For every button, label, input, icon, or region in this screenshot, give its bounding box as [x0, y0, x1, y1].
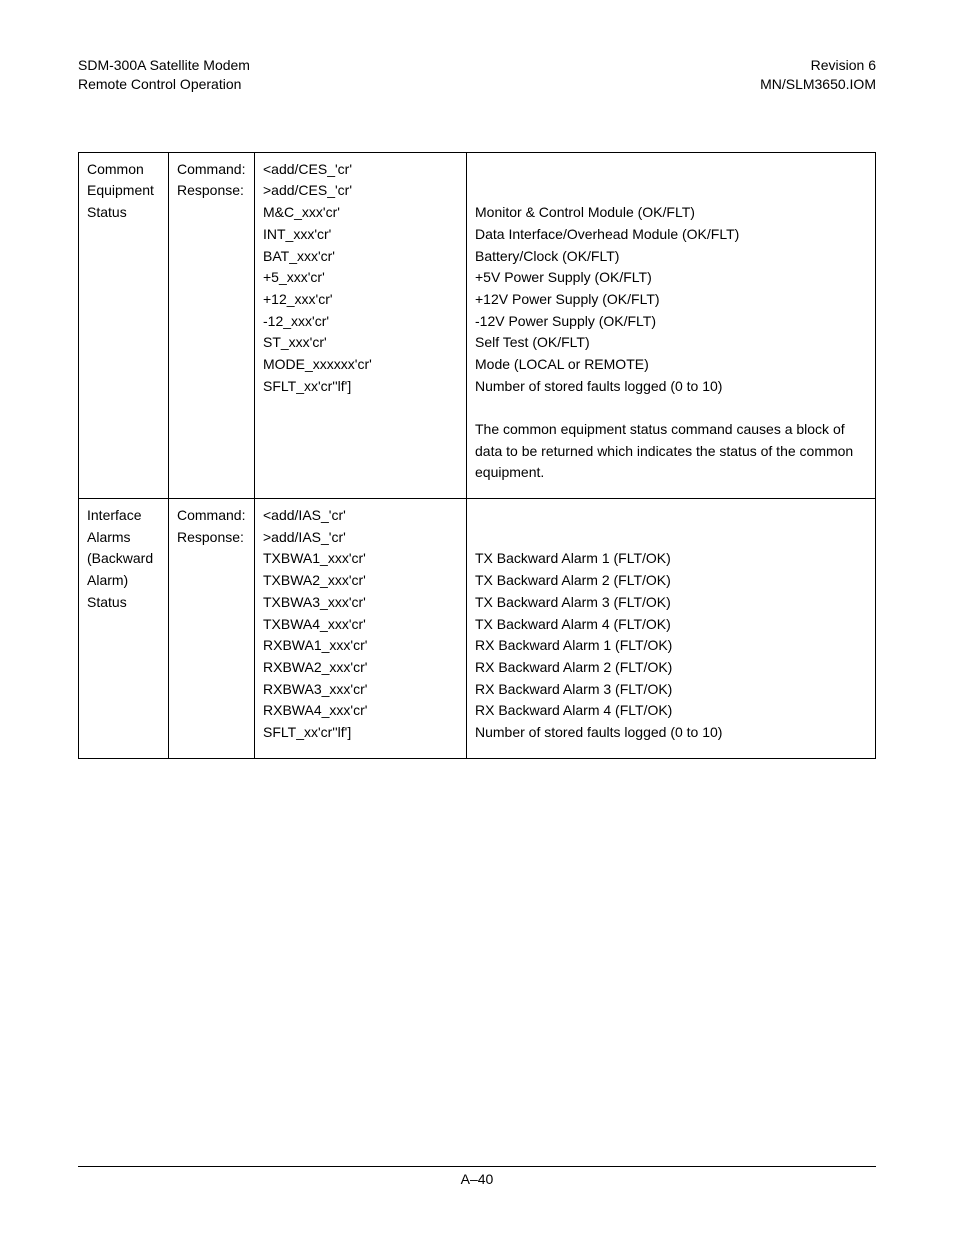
desc-line: TX Backward Alarm 3 (FLT/OK) — [475, 592, 867, 614]
code-line: SFLT_xx'cr''lf'] — [263, 722, 458, 744]
code-line: +12_xxx'cr' — [263, 289, 458, 311]
code-line: RXBWA4_xxx'cr' — [263, 700, 458, 722]
desc-line: -12V Power Supply (OK/FLT) — [475, 311, 867, 333]
row-name: Common Equipment Status — [87, 161, 154, 220]
desc-line: Monitor & Control Module (OK/FLT) — [475, 202, 867, 224]
code-line: -12_xxx'cr' — [263, 311, 458, 333]
desc-line — [475, 527, 867, 549]
response-label: Response: — [177, 527, 246, 549]
code-line: INT_xxx'cr' — [263, 224, 458, 246]
code-line: TXBWA4_xxx'cr' — [263, 614, 458, 636]
row-desc-cell: TX Backward Alarm 1 (FLT/OK) TX Backward… — [467, 499, 876, 759]
table-body: Common Equipment Status Command: Respons… — [79, 152, 876, 758]
desc-line — [475, 180, 867, 202]
code-line: TXBWA1_xxx'cr' — [263, 548, 458, 570]
code-line: ST_xxx'cr' — [263, 332, 458, 354]
code-line: >add/IAS_'cr' — [263, 527, 458, 549]
command-label: Command: — [177, 505, 246, 527]
table-row: Interface Alarms (Backward Alarm) Status… — [79, 499, 876, 759]
page-header: SDM-300A Satellite Modem Remote Control … — [78, 56, 876, 94]
header-right-line1: Revision 6 — [811, 57, 876, 73]
desc-line: TX Backward Alarm 4 (FLT/OK) — [475, 614, 867, 636]
desc-line: +12V Power Supply (OK/FLT) — [475, 289, 867, 311]
desc-line: TX Backward Alarm 2 (FLT/OK) — [475, 570, 867, 592]
header-left-line2: Remote Control Operation — [78, 76, 241, 92]
desc-line: RX Backward Alarm 3 (FLT/OK) — [475, 679, 867, 701]
code-line: TXBWA3_xxx'cr' — [263, 592, 458, 614]
desc-line: RX Backward Alarm 4 (FLT/OK) — [475, 700, 867, 722]
code-line: BAT_xxx'cr' — [263, 246, 458, 268]
table-row: Common Equipment Status Command: Respons… — [79, 152, 876, 498]
row-desc-cell: Monitor & Control Module (OK/FLT) Data I… — [467, 152, 876, 498]
code-line: TXBWA2_xxx'cr' — [263, 570, 458, 592]
row-name: Interface Alarms (Backward Alarm) Status — [87, 507, 153, 610]
desc-line: RX Backward Alarm 1 (FLT/OK) — [475, 635, 867, 657]
desc-line: Self Test (OK/FLT) — [475, 332, 867, 354]
header-left-line1: SDM-300A Satellite Modem — [78, 57, 250, 73]
desc-line: +5V Power Supply (OK/FLT) — [475, 267, 867, 289]
code-line: <add/IAS_'cr' — [263, 505, 458, 527]
page: SDM-300A Satellite Modem Remote Control … — [0, 0, 954, 1235]
blank-line — [475, 397, 867, 419]
row-name-cell: Common Equipment Status — [79, 152, 169, 498]
code-line: RXBWA1_xxx'cr' — [263, 635, 458, 657]
desc-line: Number of stored faults logged (0 to 10) — [475, 376, 867, 398]
desc-line: Mode (LOCAL or REMOTE) — [475, 354, 867, 376]
row-name-cell: Interface Alarms (Backward Alarm) Status — [79, 499, 169, 759]
row-label-cell: Command: Response: — [169, 499, 255, 759]
response-label: Response: — [177, 180, 246, 202]
command-table: Common Equipment Status Command: Respons… — [78, 152, 876, 759]
desc-line: RX Backward Alarm 2 (FLT/OK) — [475, 657, 867, 679]
code-line: +5_xxx'cr' — [263, 267, 458, 289]
code-line: RXBWA3_xxx'cr' — [263, 679, 458, 701]
header-right: Revision 6 MN/SLM3650.IOM — [760, 56, 876, 94]
code-line: MODE_xxxxxx'cr' — [263, 354, 458, 376]
code-line: RXBWA2_xxx'cr' — [263, 657, 458, 679]
header-left: SDM-300A Satellite Modem Remote Control … — [78, 56, 250, 94]
row-code-cell: <add/IAS_'cr' >add/IAS_'cr' TXBWA1_xxx'c… — [255, 499, 467, 759]
desc-line: Battery/Clock (OK/FLT) — [475, 246, 867, 268]
desc-line: TX Backward Alarm 1 (FLT/OK) — [475, 548, 867, 570]
code-line: SFLT_xx'cr''lf'] — [263, 376, 458, 398]
code-line: >add/CES_'cr' — [263, 180, 458, 202]
code-line: M&C_xxx'cr' — [263, 202, 458, 224]
header-right-line2: MN/SLM3650.IOM — [760, 76, 876, 92]
desc-line: Data Interface/Overhead Module (OK/FLT) — [475, 224, 867, 246]
desc-line — [475, 159, 867, 181]
row-code-cell: <add/CES_'cr' >add/CES_'cr' M&C_xxx'cr' … — [255, 152, 467, 498]
desc-line: Number of stored faults logged (0 to 10) — [475, 722, 867, 744]
desc-line — [475, 505, 867, 527]
page-number: A–40 — [461, 1171, 494, 1187]
command-label: Command: — [177, 159, 246, 181]
row-note: The common equipment status command caus… — [475, 421, 853, 480]
page-footer: A–40 — [78, 1166, 876, 1187]
row-label-cell: Command: Response: — [169, 152, 255, 498]
code-line: <add/CES_'cr' — [263, 159, 458, 181]
